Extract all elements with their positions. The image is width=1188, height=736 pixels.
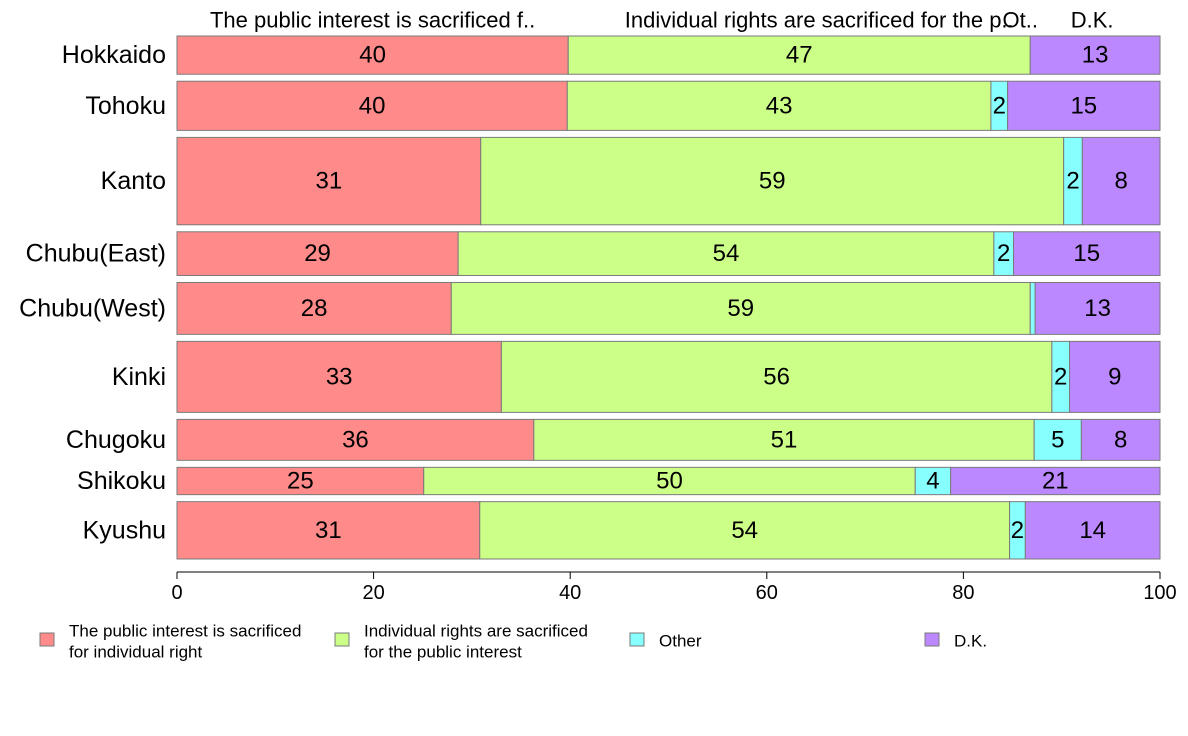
bar-segment bbox=[423, 466, 916, 496]
category-label: Hokkaido bbox=[62, 41, 166, 69]
data-label: 40 bbox=[359, 42, 386, 69]
bar-segment bbox=[500, 340, 1053, 413]
bar-segment bbox=[450, 281, 1031, 335]
bar-segment bbox=[566, 80, 992, 131]
data-label: 2 bbox=[997, 240, 1010, 267]
data-label: 25 bbox=[287, 467, 314, 494]
column-header: Ot.. bbox=[1003, 8, 1038, 33]
category-label: Shikoku bbox=[77, 467, 166, 495]
category-label: Tohoku bbox=[85, 92, 166, 120]
data-label: 2 bbox=[1066, 168, 1079, 195]
data-label: 31 bbox=[315, 517, 342, 544]
bar-segment bbox=[1034, 281, 1161, 335]
data-label: 59 bbox=[727, 295, 754, 322]
column-header: Individual rights are sacrificed for the… bbox=[625, 8, 1014, 33]
legend-item: Other bbox=[629, 632, 702, 651]
x-axis: 0 20 40 60 80 100 bbox=[171, 571, 1177, 604]
legend-label: D.K. bbox=[954, 632, 987, 651]
data-label: 13 bbox=[1082, 42, 1109, 69]
bar-segment bbox=[1080, 418, 1161, 461]
column-headers: The public interest is sacrificed f.. Ind… bbox=[210, 8, 1114, 33]
bar-segment bbox=[567, 35, 1031, 75]
data-label: 5 bbox=[1051, 426, 1064, 453]
bar-segment bbox=[1029, 35, 1161, 75]
data-label: 13 bbox=[1084, 295, 1111, 322]
legend-label: Other bbox=[659, 632, 702, 651]
bar-segment bbox=[1081, 136, 1161, 226]
bar-segment bbox=[1033, 418, 1082, 461]
bar-segment bbox=[176, 281, 452, 335]
data-label: 8 bbox=[1114, 426, 1127, 453]
category-label: Chugoku bbox=[66, 426, 166, 454]
bar-segment bbox=[1013, 231, 1161, 276]
bar-segment bbox=[1069, 340, 1161, 413]
bar-segment bbox=[176, 340, 502, 413]
data-label: 31 bbox=[316, 168, 343, 195]
legend-label: for individual right bbox=[69, 643, 203, 662]
data-label: 9 bbox=[1108, 363, 1121, 390]
data-label: 54 bbox=[731, 517, 758, 544]
data-label: 8 bbox=[1114, 168, 1127, 195]
data-label: 2 bbox=[993, 92, 1006, 119]
x-tick-label: 20 bbox=[362, 582, 384, 604]
category-label: Kinki bbox=[112, 363, 166, 391]
data-label: 29 bbox=[304, 240, 331, 267]
legend-label: Individual rights are sacrificed bbox=[364, 622, 588, 641]
data-label: 43 bbox=[766, 92, 793, 119]
legend-swatch bbox=[334, 632, 350, 647]
column-header: D.K. bbox=[1071, 8, 1114, 33]
data-label: 47 bbox=[786, 42, 813, 69]
bar-segment bbox=[950, 466, 1161, 496]
x-tick-label: 0 bbox=[171, 582, 182, 604]
category-label: Chubu(West) bbox=[19, 294, 166, 322]
category-label: Chubu(East) bbox=[26, 240, 166, 268]
data-label: 36 bbox=[342, 426, 369, 453]
data-label: 21 bbox=[1042, 467, 1069, 494]
category-label: Kanto bbox=[101, 167, 166, 195]
data-label: 40 bbox=[359, 92, 386, 119]
bar-segment bbox=[1024, 501, 1161, 560]
x-tick-label: 100 bbox=[1143, 582, 1176, 604]
legend-label: The public interest is sacrificed bbox=[69, 622, 301, 641]
data-label: 2 bbox=[1011, 517, 1024, 544]
bar-segment bbox=[1029, 281, 1036, 335]
legend-swatch bbox=[629, 632, 645, 647]
bar-segment bbox=[480, 136, 1065, 226]
data-label: 4 bbox=[926, 467, 939, 494]
bar-segment bbox=[533, 418, 1035, 461]
bar-segment bbox=[176, 136, 482, 226]
legend-item: The public interest is sacrificed for ind… bbox=[39, 622, 301, 662]
bar-segment bbox=[457, 231, 995, 276]
x-tick-label: 80 bbox=[952, 582, 974, 604]
bar-segment bbox=[176, 80, 568, 131]
legend: The public interest is sacrificed for ind… bbox=[39, 622, 987, 662]
data-label: 2 bbox=[1054, 363, 1067, 390]
legend-label: for the public interest bbox=[364, 643, 522, 662]
x-tick-label: 60 bbox=[756, 582, 778, 604]
data-label: 14 bbox=[1079, 517, 1106, 544]
bar-segment bbox=[176, 501, 481, 560]
data-label: 15 bbox=[1073, 240, 1100, 267]
legend-swatch bbox=[39, 632, 55, 647]
bar-segment bbox=[1007, 80, 1161, 131]
data-label: 28 bbox=[301, 295, 328, 322]
bar-segment bbox=[176, 35, 569, 75]
legend-item: Individual rights are sacrificed for the … bbox=[334, 622, 588, 662]
data-label: 59 bbox=[759, 168, 786, 195]
x-tick-label: 40 bbox=[559, 582, 581, 604]
data-label: 54 bbox=[713, 240, 740, 267]
legend-item: D.K. bbox=[924, 632, 987, 651]
category-label: Kyushu bbox=[83, 516, 166, 544]
data-label: 50 bbox=[656, 467, 683, 494]
column-header: The public interest is sacrificed f.. bbox=[210, 8, 535, 33]
bar-segment bbox=[176, 231, 459, 276]
data-label: 15 bbox=[1070, 92, 1097, 119]
data-label: 51 bbox=[771, 426, 798, 453]
legend-swatch bbox=[924, 632, 940, 647]
data-label: 56 bbox=[763, 363, 790, 390]
data-label: 33 bbox=[326, 363, 353, 390]
